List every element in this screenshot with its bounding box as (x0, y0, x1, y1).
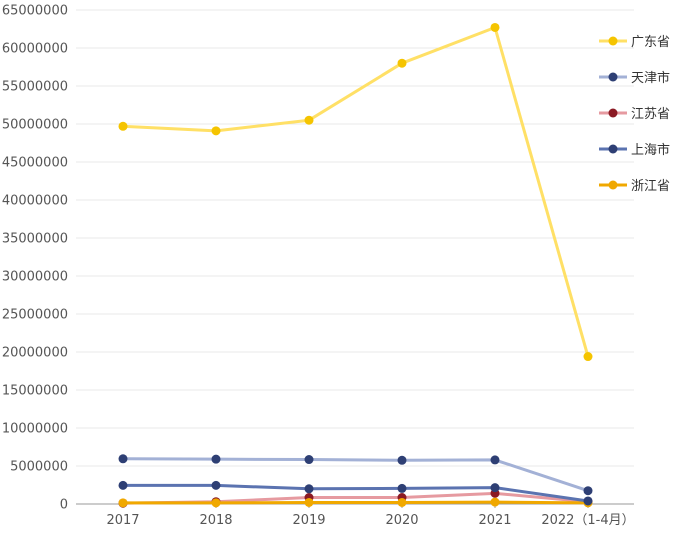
legend-item[interactable]: 上海市 (599, 142, 670, 158)
data-point[interactable] (304, 484, 314, 494)
y-tick-label: 45000000 (2, 156, 68, 171)
y-tick-label: 25000000 (2, 308, 68, 323)
data-point[interactable] (211, 480, 221, 490)
y-tick-label: 40000000 (2, 194, 68, 209)
data-point[interactable] (211, 454, 221, 464)
legend-label: 江苏省 (631, 106, 670, 122)
data-point[interactable] (211, 498, 221, 508)
legend-item[interactable]: 广东省 (599, 35, 670, 50)
series-0 (118, 22, 593, 362)
data-point[interactable] (397, 58, 407, 68)
data-point[interactable] (490, 497, 500, 507)
y-tick-label: 0 (60, 498, 68, 513)
x-axis-tick-labels: 2017 2018 2019 2020 2021 2022（1-4月） (106, 513, 634, 528)
series-1 (118, 454, 593, 496)
legend-marker (608, 108, 618, 118)
legend-label: 天津市 (631, 70, 670, 86)
series-4 (118, 497, 593, 508)
x-tick-label: 2021 (478, 513, 511, 528)
data-point[interactable] (397, 497, 407, 507)
data-point[interactable] (118, 121, 128, 131)
legend-marker (608, 72, 618, 82)
series-lines (118, 22, 593, 508)
series-line (121, 457, 590, 493)
x-tick-label: 2018 (199, 513, 232, 528)
data-point[interactable] (118, 480, 128, 490)
data-point[interactable] (397, 483, 407, 493)
legend-label: 广东省 (631, 35, 670, 50)
series-line (121, 25, 590, 359)
legend-item[interactable]: 江苏省 (599, 106, 670, 122)
legend-item[interactable]: 浙江省 (599, 179, 670, 194)
data-point[interactable] (583, 352, 593, 362)
legend-item[interactable]: 天津市 (599, 70, 670, 86)
axes (76, 503, 634, 508)
y-tick-label: 10000000 (2, 422, 68, 437)
data-point[interactable] (118, 498, 128, 508)
data-point[interactable] (118, 454, 128, 464)
data-point[interactable] (304, 115, 314, 125)
gridlines (76, 9, 634, 467)
data-point[interactable] (304, 455, 314, 465)
data-point[interactable] (490, 483, 500, 493)
data-point[interactable] (490, 22, 500, 32)
data-point[interactable] (397, 455, 407, 465)
legend-marker (608, 144, 618, 154)
series-line (121, 483, 590, 503)
data-point[interactable] (490, 455, 500, 465)
y-tick-label: 60000000 (2, 42, 68, 57)
y-tick-label: 15000000 (2, 384, 68, 399)
y-tick-label: 5000000 (10, 460, 68, 475)
data-point[interactable] (211, 126, 221, 136)
x-tick-label: 2017 (106, 513, 139, 528)
y-tick-label: 65000000 (2, 4, 68, 19)
x-tick-label: 2020 (385, 513, 418, 528)
y-tick-label: 50000000 (2, 118, 68, 133)
y-tick-label: 30000000 (2, 270, 68, 285)
x-tick-label: 2019 (292, 513, 325, 528)
y-tick-label: 35000000 (2, 232, 68, 247)
series-3 (118, 480, 593, 506)
data-point[interactable] (304, 497, 314, 507)
data-point[interactable] (583, 486, 593, 496)
data-point[interactable] (583, 496, 593, 506)
y-axis-tick-labels: 0 5000000 10000000 15000000 20000000 25000000… (2, 4, 68, 513)
legend-label: 浙江省 (631, 179, 670, 194)
series-line (121, 500, 590, 505)
legend-marker (608, 180, 618, 190)
x-tick-label: 2022（1-4月） (541, 513, 634, 528)
legend-marker (608, 36, 618, 46)
legend-label: 上海市 (631, 142, 670, 158)
y-tick-label: 55000000 (2, 80, 68, 95)
y-tick-label: 20000000 (2, 346, 68, 361)
